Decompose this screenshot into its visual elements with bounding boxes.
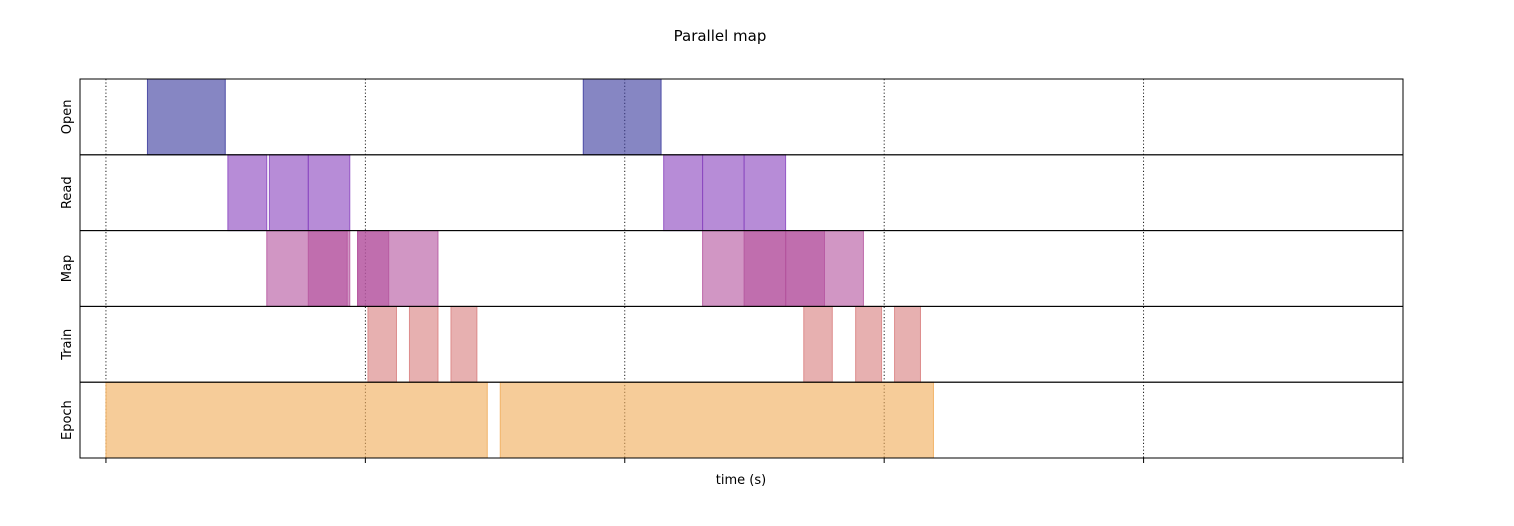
bar-read-0 (227, 154, 268, 232)
lane-label-epoch: Epoch (60, 400, 75, 440)
lane-labels: Open Read Map Train Epoch (60, 100, 75, 440)
timeline-bars (105, 78, 934, 459)
bar-train-3 (803, 305, 833, 383)
bar-read-2 (307, 154, 351, 232)
bar-map-7 (785, 230, 864, 307)
lane-label-train: Train (60, 329, 75, 361)
bar-train-0 (367, 305, 397, 383)
lane-label-read: Read (60, 176, 75, 209)
bar-epoch-0 (105, 381, 488, 459)
bar-map-1 (307, 230, 348, 307)
bar-train-2 (450, 305, 478, 383)
lane-borders (79, 78, 1404, 459)
bar-epoch-1 (499, 381, 934, 459)
bar-read-1 (268, 154, 309, 232)
chart-title: Parallel map (674, 27, 767, 45)
bar-read-4 (702, 154, 745, 232)
lane-train (79, 305, 1404, 383)
lane-open (79, 78, 1404, 156)
bar-read-3 (663, 154, 704, 232)
bar-read-5 (743, 154, 787, 232)
bar-map-3 (357, 230, 390, 307)
x-ticks (105, 458, 1404, 463)
bar-open-0 (146, 78, 226, 156)
x-axis-label: time (s) (716, 473, 766, 488)
bar-open-1 (582, 78, 662, 156)
bar-map-5 (743, 230, 787, 307)
bar-train-4 (855, 305, 883, 383)
lane-label-map: Map (60, 255, 75, 282)
bar-train-1 (408, 305, 439, 383)
lane-epoch (79, 381, 1404, 459)
bar-train-5 (894, 305, 921, 383)
lane-label-open: Open (60, 100, 75, 135)
